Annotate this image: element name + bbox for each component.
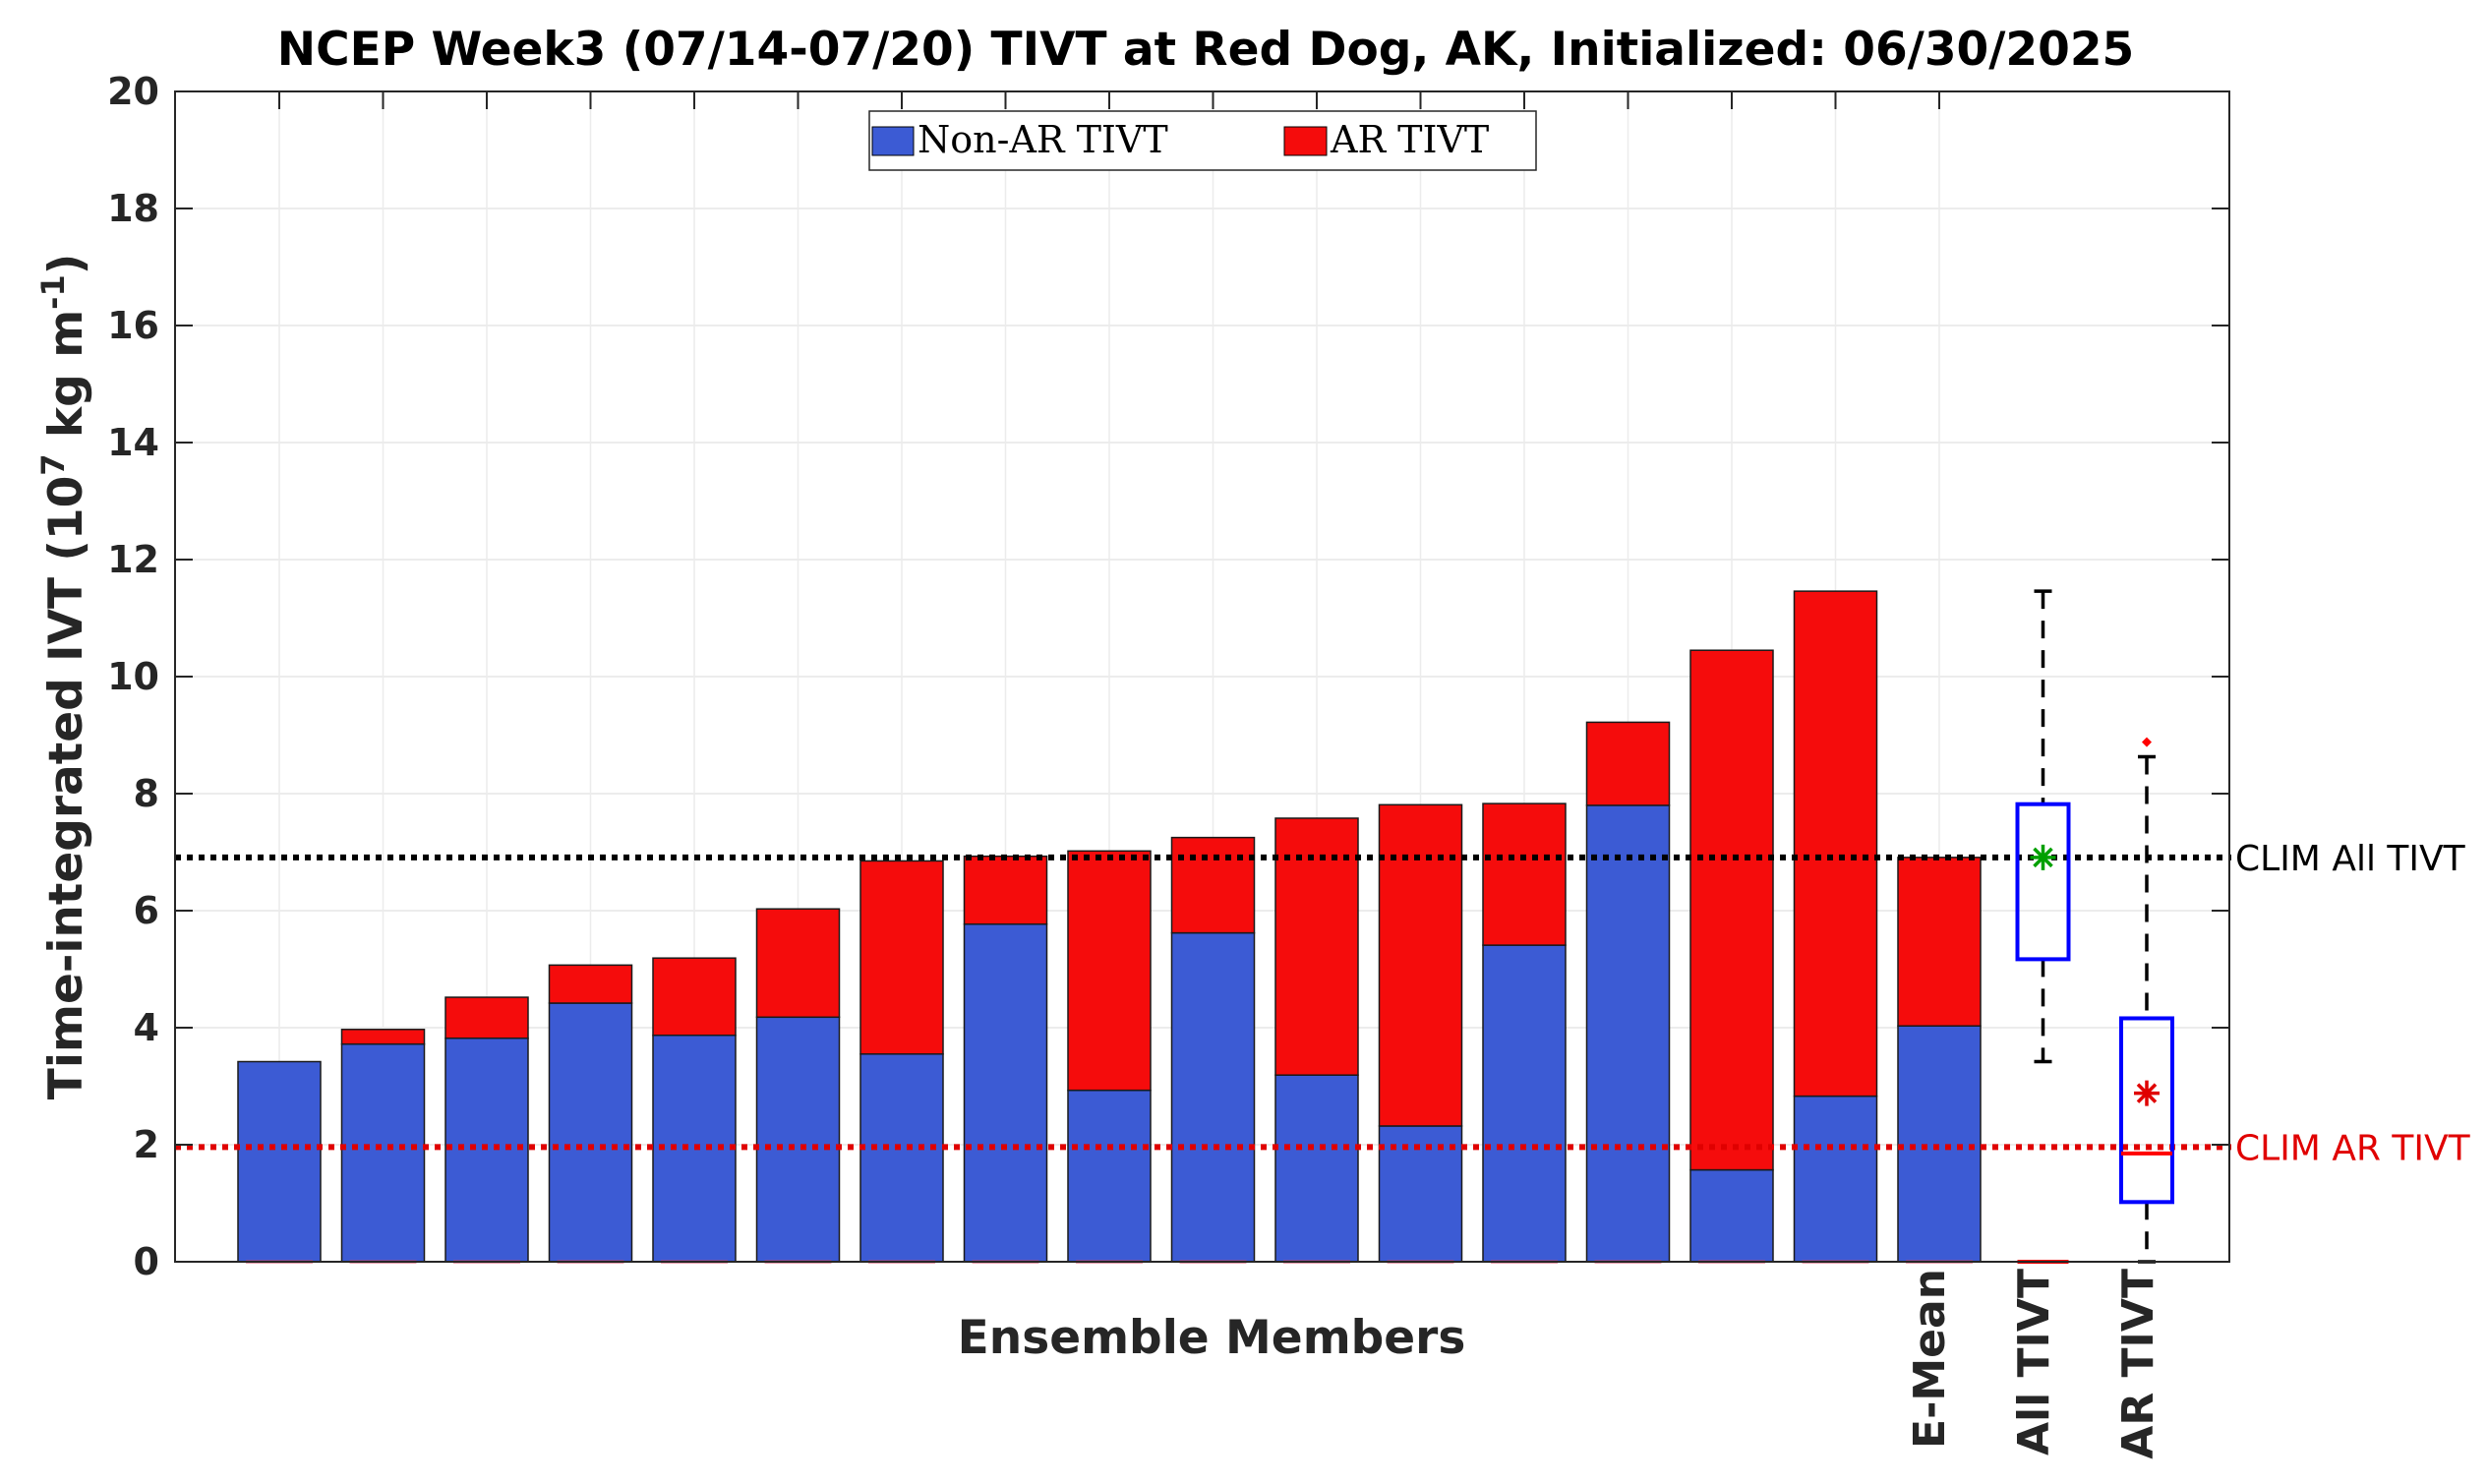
bar-ar-tivt: [340, 1029, 426, 1045]
y-tick-label: 6: [134, 889, 159, 932]
bar-non-ar-tivt: [1067, 1089, 1152, 1263]
y-tick-label: 20: [107, 70, 159, 113]
legend-label-ar: AR TIVT: [1330, 118, 1489, 161]
emean-label: E-Mean: [1905, 1269, 1955, 1449]
bar-non-ar-tivt: [1482, 944, 1567, 1263]
reference-lines: CLIM All TIVT CLIM AR TIVT: [175, 839, 2471, 1168]
boxplot-box: [2119, 1016, 2174, 1205]
y-axis-ticks: 0 2 4 6 8 10 12 14 16 18 20: [107, 70, 2229, 1283]
y-tick-label: 18: [107, 187, 159, 230]
x-axis-label: Ensemble Members: [958, 1311, 1466, 1365]
bar-ar-tivt: [1274, 817, 1359, 1076]
bar-ar-tivt: [1378, 803, 1463, 1127]
y-tick-label: 0: [134, 1240, 159, 1283]
bar-ar-tivt: [652, 957, 737, 1037]
legend-box: [868, 110, 1537, 171]
bar-non-ar-tivt: [1274, 1074, 1359, 1263]
legend-swatch-non-ar: [871, 126, 915, 156]
legend-swatch-ar: [1283, 126, 1328, 156]
bar-non-ar-tivt: [237, 1060, 322, 1263]
bar-non-ar-tivt: [859, 1053, 944, 1263]
boxplot-label-ar-tivt: AR TIVT: [2113, 1269, 2163, 1459]
boxplot-mean-marker: [2134, 1080, 2160, 1106]
bar-ar-tivt: [444, 996, 529, 1039]
y-tick-label: 10: [107, 655, 159, 698]
bar-ar-tivt: [755, 908, 841, 1019]
bar-ar-tivt: [1793, 590, 1878, 1098]
legend: Non-AR TIVT AR TIVT: [868, 110, 1537, 171]
bar-non-ar-tivt: [1585, 804, 1671, 1263]
boxplot-mean-marker: [2030, 844, 2056, 870]
boxplot-label-all-tivt: All TIVT: [2009, 1269, 2059, 1455]
y-tick-label: 2: [134, 1123, 159, 1166]
y-tick-label: 4: [134, 1006, 159, 1049]
bar-non-ar-tivt: [1793, 1095, 1878, 1263]
bar-non-ar-tivt: [755, 1016, 841, 1263]
bar-ar-tivt: [963, 855, 1048, 925]
bar-ar-tivt: [1897, 857, 1982, 1027]
bar-ar-tivt: [1689, 649, 1774, 1171]
bar-non-ar-tivt: [963, 922, 1048, 1263]
chart-title: NCEP Week3 (07/14-07/20) TIVT at Red Dog…: [277, 23, 2134, 77]
bar-non-ar-tivt: [340, 1042, 426, 1263]
bar-ar-tivt: [548, 964, 633, 1004]
bar-ar-tivt: [1170, 836, 1256, 934]
bar-non-ar-tivt: [1170, 931, 1256, 1263]
y-tick-label: 8: [134, 772, 159, 815]
boxplot-box: [2015, 801, 2071, 962]
y-tick-label: 12: [107, 538, 159, 581]
y-axis-label-close: ): [39, 254, 93, 274]
bar-non-ar-tivt: [1689, 1168, 1774, 1263]
y-axis-label-exponent: 7: [34, 453, 72, 475]
bar-non-ar-tivt: [1897, 1025, 1982, 1263]
y-tick-label: 14: [107, 421, 159, 464]
bar-ar-tivt: [1482, 802, 1567, 946]
y-axis-label-units: kg m: [39, 310, 93, 454]
bar-series: [237, 590, 1982, 1264]
legend-label-non-ar: Non-AR TIVT: [918, 118, 1168, 161]
y-axis-label-units-exponent: -1: [34, 274, 72, 310]
reference-line-label: CLIM AR TIVT: [2235, 1128, 2471, 1168]
y-axis-label-main: Time-integrated IVT (10: [39, 476, 93, 1100]
y-tick-label: 16: [107, 304, 159, 347]
reference-line-label: CLIM All TIVT: [2235, 839, 2466, 879]
bar-ar-tivt: [1585, 721, 1671, 806]
boxplot-outlier: [2142, 737, 2152, 747]
bar-non-ar-tivt: [548, 1002, 633, 1263]
bar-ar-tivt: [859, 860, 944, 1055]
bar-ar-tivt: [1067, 850, 1152, 1092]
y-axis-label: Time-integrated IVT (107 kg m-1): [34, 254, 93, 1099]
